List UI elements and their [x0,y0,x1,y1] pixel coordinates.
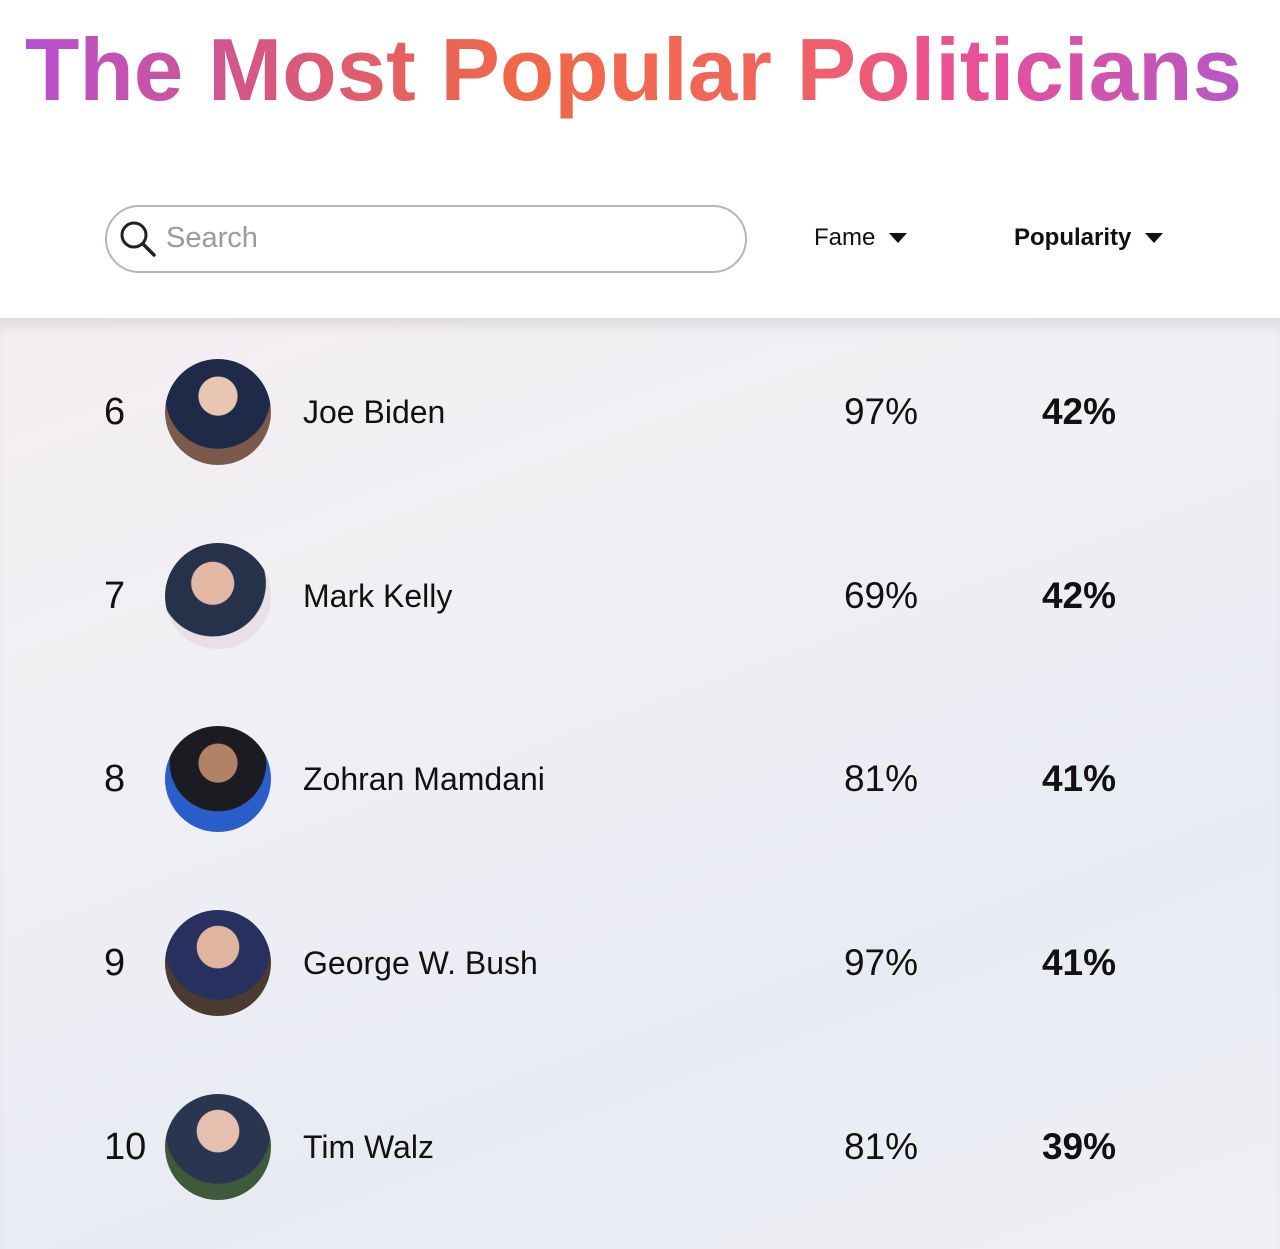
sort-arrow [889,233,908,243]
popularity-value: 41% [1041,942,1116,984]
title-svg: The Most Popular Politicians [25,20,1242,119]
politician-name: Tim Walz [303,1128,434,1165]
fame-value: 81% [843,1125,918,1167]
politician-name: Zohran Mamdani [303,761,545,798]
fame-header: Fame [814,224,876,251]
fame-sort[interactable]: Fame [814,222,908,254]
popularity-sort[interactable]: Popularity [1014,222,1164,254]
avatar [165,1093,271,1200]
avatar [165,910,271,1017]
fame-value: 97% [843,391,918,432]
page-title: The Most Popular Politicians [25,20,1242,119]
sort-arrow [1145,233,1164,243]
search-box[interactable] [105,205,747,273]
rank: 10 [104,1125,147,1168]
fame-value: 81% [843,758,918,800]
avatar [165,726,271,833]
avatar [165,359,271,465]
search-placeholder: Search [166,222,258,254]
popularity-value: 42% [1041,574,1116,616]
rank: 8 [104,758,126,801]
fame-value: 69% [843,574,918,616]
popularity-value: 41% [1041,758,1116,800]
rank: 7 [104,574,126,617]
rank: 9 [104,942,126,985]
popularity-value: 39% [1041,1125,1116,1167]
popularity-header: Popularity [1014,224,1132,251]
popularity-value: 42% [1041,391,1116,432]
politician-name: Joe Biden [303,394,446,430]
search-icon [120,221,156,257]
politician-name: George W. Bush [303,945,538,982]
fame-value: 97% [843,942,918,984]
politician-name: Mark Kelly [303,577,453,614]
avatar [165,542,271,649]
rank: 6 [104,391,126,433]
